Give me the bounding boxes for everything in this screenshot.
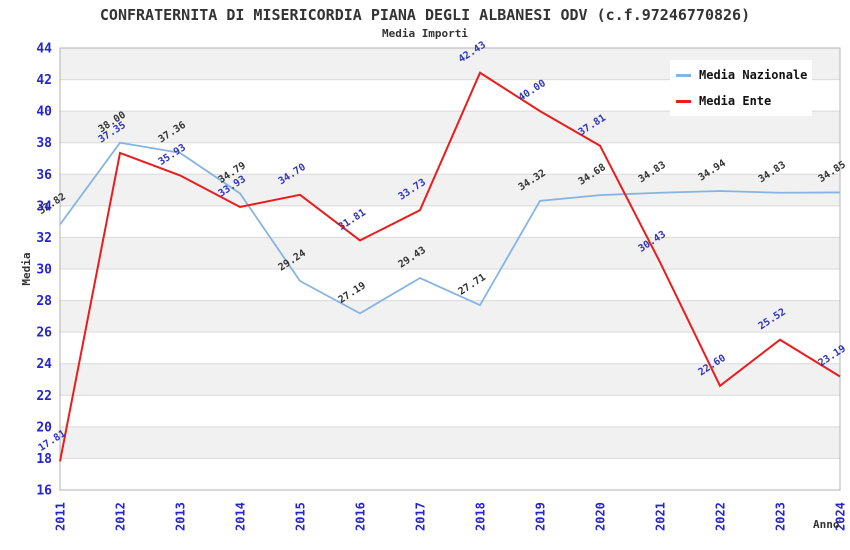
y-tick-label: 38	[36, 136, 52, 151]
y-tick-label: 42	[36, 73, 52, 88]
y-axis-label: Media	[20, 252, 33, 285]
grid-band	[60, 174, 840, 206]
legend-item-media-nazionale: Media Nazionale	[670, 62, 812, 88]
x-tick-label: 2016	[354, 502, 368, 531]
legend-label: Media Nazionale	[699, 68, 808, 82]
y-tick-label: 24	[36, 357, 52, 372]
grid-band	[60, 300, 840, 333]
media-ente-line-swatch	[676, 99, 691, 103]
y-tick-label: 32	[36, 231, 52, 246]
x-tick-label: 2015	[294, 502, 308, 531]
x-tick-label: 2012	[114, 502, 128, 531]
chart-title: CONFRATERNITA DI MISERICORDIA PIANA DEGL…	[99, 6, 751, 24]
media-nazionale-line-swatch	[676, 73, 691, 77]
y-tick-label: 44	[36, 42, 52, 57]
legend: Media Nazionale Media Ente	[670, 60, 812, 116]
legend-item-media-ente: Media Ente	[670, 88, 812, 114]
y-tick-label: 36	[36, 168, 52, 183]
x-tick-label: 2021	[654, 502, 668, 531]
x-tick-label: 2014	[234, 502, 248, 531]
x-tick-label: 2017	[414, 502, 428, 531]
y-tick-label: 18	[36, 452, 52, 467]
x-tick-label: 2019	[534, 502, 548, 531]
plot-border	[59, 47, 841, 491]
grid-band	[60, 111, 840, 143]
y-tick-label: 34	[36, 199, 52, 214]
data-label: 31.81	[337, 207, 368, 233]
grid-band	[60, 363, 840, 396]
grid-band	[60, 237, 840, 269]
x-tick-label: 2023	[774, 502, 788, 531]
y-tick-label: 40	[36, 105, 52, 120]
y-tick-label: 16	[36, 484, 52, 499]
x-tick-label: 2022	[714, 502, 728, 531]
data-label: 40.00	[517, 78, 548, 104]
x-tick-label: 2024	[834, 502, 848, 531]
grid-band	[60, 426, 840, 459]
y-tick-label: 28	[36, 294, 52, 309]
series-line-media-ente	[59, 71, 841, 462]
y-tick-label: 22	[36, 389, 52, 404]
legend-label: Media Ente	[699, 94, 772, 108]
series-line-media-nazionale	[59, 141, 841, 315]
x-axis-label: Anno	[813, 518, 840, 531]
x-tick-label: 2013	[174, 502, 188, 531]
y-tick-label: 30	[36, 263, 52, 278]
x-tick-label: 2018	[474, 502, 488, 531]
chart-subtitle: Media Importi	[381, 27, 469, 40]
x-tick-label: 2011	[54, 502, 68, 531]
data-label: 27.71	[457, 272, 488, 298]
y-tick-label: 26	[36, 326, 52, 341]
x-tick-label: 2020	[594, 502, 608, 531]
y-tick-label: 20	[36, 420, 52, 435]
